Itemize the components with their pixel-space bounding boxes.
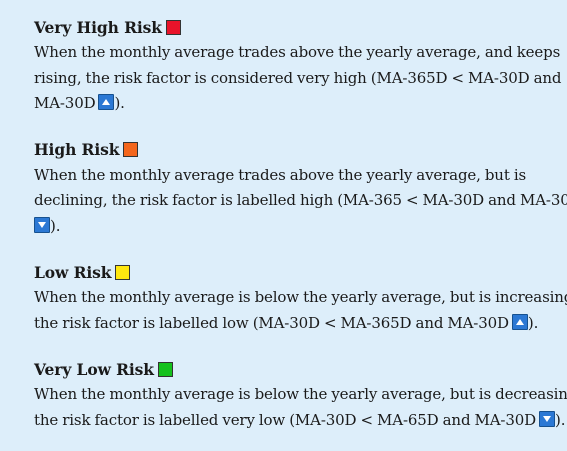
description-closing: ).: [527, 313, 539, 332]
description-line-last: ).: [34, 214, 557, 240]
down-arrow-icon: [539, 410, 555, 427]
description-line-last: MA-30D).: [34, 91, 557, 117]
description-line: declining, the risk factor is labelled h…: [34, 191, 567, 209]
description-closing: ).: [50, 216, 61, 235]
risk-description: When the monthly average is below the ye…: [34, 285, 567, 337]
description-line: When the monthly average trades above th…: [34, 165, 527, 184]
risk-title: High Risk: [34, 140, 120, 159]
risk-heading: Very High Risk: [34, 14, 557, 40]
description-text: the risk factor is labelled low (MA-30D …: [34, 313, 509, 332]
risk-title: Very Low Risk: [34, 359, 154, 379]
description-closing: ).: [555, 410, 566, 429]
description-text: the risk factor is labelled very low (MA…: [34, 410, 536, 429]
risk-heading: High Risk: [34, 137, 557, 163]
red-square-icon: [165, 19, 181, 35]
description-line: When the monthly average trades above th…: [34, 43, 561, 61]
risk-block-very-low: Very Low Risk When the monthly average i…: [34, 356, 567, 434]
risk-heading: Low Risk: [34, 259, 557, 285]
risk-block-low: Low Risk When the monthly average is bel…: [34, 259, 567, 337]
yellow-square-icon: [115, 264, 131, 280]
description-line-last: the risk factor is labelled very low (MA…: [34, 408, 565, 434]
description-line: When the monthly average is below the ye…: [34, 288, 567, 306]
description-line: When the monthly average is below the ye…: [34, 385, 567, 403]
up-arrow-icon: [511, 313, 528, 330]
description-closing: ).: [114, 94, 125, 112]
description-line-last: the risk factor is labelled low (MA-30D …: [34, 311, 557, 337]
up-arrow-icon: [98, 94, 115, 110]
risk-title: Very High Risk: [34, 17, 162, 37]
description-text: MA-30D: [34, 94, 96, 112]
risk-block-high: High Risk When the monthly average trade…: [34, 137, 567, 240]
risk-title: Low Risk: [34, 262, 112, 282]
down-arrow-icon: [34, 216, 50, 233]
risk-description: When the monthly average is below the ye…: [34, 382, 567, 434]
green-square-icon: [157, 361, 173, 377]
risk-block-very-high: Very High Risk When the monthly average …: [34, 14, 562, 117]
risk-heading: Very Low Risk: [34, 356, 557, 382]
risk-description: When the monthly average trades above th…: [34, 163, 567, 240]
orange-square-icon: [123, 142, 139, 157]
description-line: rising, the risk factor is considered ve…: [34, 68, 562, 87]
risk-description: When the monthly average trades above th…: [34, 40, 562, 117]
